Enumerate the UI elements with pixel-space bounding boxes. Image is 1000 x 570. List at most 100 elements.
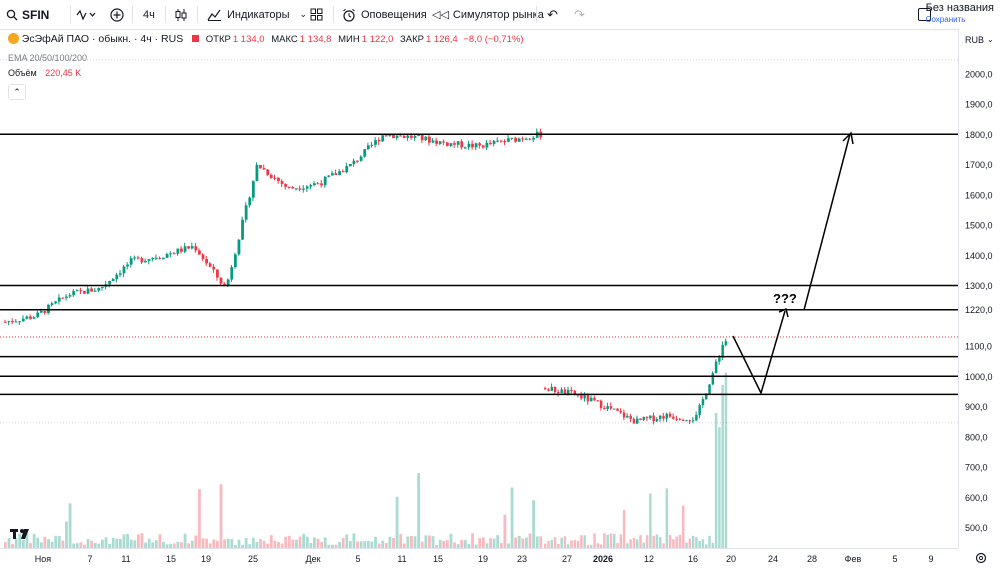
volume-bar xyxy=(194,535,198,548)
candle-body xyxy=(503,141,507,143)
candle-body xyxy=(695,414,698,421)
volume-bar xyxy=(348,541,352,548)
volume-bar xyxy=(262,540,266,548)
time-tick-label: 15 xyxy=(166,554,176,564)
volume-bar xyxy=(399,534,403,548)
add-symbol-button[interactable] xyxy=(110,0,124,29)
volume-bar xyxy=(298,536,302,548)
replay-button[interactable]: ◁◁ Симулятор рынка xyxy=(432,0,544,29)
save-link[interactable]: Сохранить xyxy=(925,15,966,24)
volume-bar xyxy=(705,544,708,548)
candle-body xyxy=(115,274,119,280)
volume-bar xyxy=(90,540,94,548)
volume-bar xyxy=(57,536,61,548)
candle-body xyxy=(424,136,428,141)
volume-bar xyxy=(580,535,583,548)
volume-bar xyxy=(32,533,36,548)
layout-save[interactable]: Без названия Сохранить xyxy=(926,3,994,25)
open-value: 1 134,0 xyxy=(232,34,265,45)
volume-bar xyxy=(593,533,596,548)
time-tick-label: 12 xyxy=(644,554,654,564)
price-axis[interactable]: RUB ⌄ xyxy=(958,29,1000,548)
volume-bar xyxy=(241,544,244,548)
chart-type-button[interactable] xyxy=(174,0,188,29)
chevron-down-icon: ⌄ xyxy=(987,35,994,44)
candle-body xyxy=(129,258,133,265)
volume-bar xyxy=(649,493,652,548)
ema-legend[interactable]: EMA 20/50/100/200 xyxy=(8,53,88,63)
volume-bar xyxy=(43,536,47,548)
volume-bar xyxy=(230,539,234,548)
undo-button[interactable]: ↶ xyxy=(547,0,558,29)
candle-body xyxy=(169,253,173,255)
symbol-name: SFIN xyxy=(22,7,50,22)
indicators-button[interactable]: Индикаторы ⌄ xyxy=(207,0,307,29)
candle-body xyxy=(705,393,708,400)
volume-bar xyxy=(50,541,54,548)
volume-bar xyxy=(345,534,349,548)
projection-zigzag xyxy=(732,310,786,396)
candle-body xyxy=(406,135,410,138)
candle-body xyxy=(442,141,446,143)
grid-icon xyxy=(310,8,323,21)
volume-bar xyxy=(338,541,341,548)
candle-body xyxy=(90,288,94,292)
volume-bar xyxy=(395,496,399,548)
candle-body xyxy=(456,141,460,145)
top-toolbar: SFIN 4ч Индикаторы ⌄ Оповещения ◁◁ Симул… xyxy=(0,0,1000,30)
candle-body xyxy=(233,254,237,268)
candle-body xyxy=(280,180,284,184)
candle-body xyxy=(11,321,14,323)
candle-body xyxy=(580,394,583,399)
currency-label: RUB xyxy=(965,35,985,45)
volume-legend[interactable]: Объём 220,45 K xyxy=(8,68,81,78)
layouts-button[interactable] xyxy=(310,0,323,29)
volume-bar xyxy=(144,542,147,548)
candle-body xyxy=(101,286,104,288)
collapse-legend-button[interactable]: ⌃ xyxy=(8,84,26,100)
volume-bar xyxy=(645,535,649,548)
volume-bar xyxy=(481,537,485,548)
settings-button[interactable] xyxy=(974,551,988,565)
time-tick-label: 23 xyxy=(517,554,527,564)
volume-bar xyxy=(4,542,7,548)
candle-body xyxy=(460,141,464,148)
compare-button[interactable] xyxy=(76,0,96,29)
candle-body xyxy=(606,406,609,410)
volume-bar xyxy=(305,536,309,548)
layout-checkbox[interactable] xyxy=(918,0,931,29)
volume-bar xyxy=(205,538,209,548)
candle-body xyxy=(593,397,596,401)
projection-path[interactable]: ??? xyxy=(732,131,854,396)
time-axis[interactable] xyxy=(0,548,958,569)
alerts-button[interactable]: Оповещения xyxy=(342,0,427,29)
candle-body xyxy=(499,140,503,142)
candle-body xyxy=(108,281,111,285)
volume-bar xyxy=(507,543,510,548)
symbol-search[interactable]: SFIN xyxy=(6,0,49,29)
candle-body xyxy=(118,273,122,275)
candle-body xyxy=(4,321,7,323)
candle-body xyxy=(417,134,421,136)
candle-body xyxy=(550,386,554,391)
volume-bar xyxy=(517,535,521,548)
candle-body xyxy=(226,279,230,287)
volume-bar xyxy=(613,533,616,548)
volume-bar xyxy=(216,540,219,548)
volume-bar xyxy=(609,533,613,548)
volume-bar xyxy=(636,539,639,548)
volume-bar xyxy=(72,543,76,548)
candle-body xyxy=(183,246,187,252)
volume-bar xyxy=(449,533,453,548)
candle-body xyxy=(266,169,270,175)
candle-body xyxy=(438,141,442,144)
redo-button[interactable]: ↷ xyxy=(574,0,585,29)
company-logo xyxy=(8,33,19,44)
high-value: 1 134,8 xyxy=(299,34,332,45)
candle-body xyxy=(553,386,557,392)
interval-button[interactable]: 4ч xyxy=(143,8,155,21)
volume-bar xyxy=(639,535,642,548)
candle-body xyxy=(384,135,388,137)
volume-bar xyxy=(471,533,474,548)
